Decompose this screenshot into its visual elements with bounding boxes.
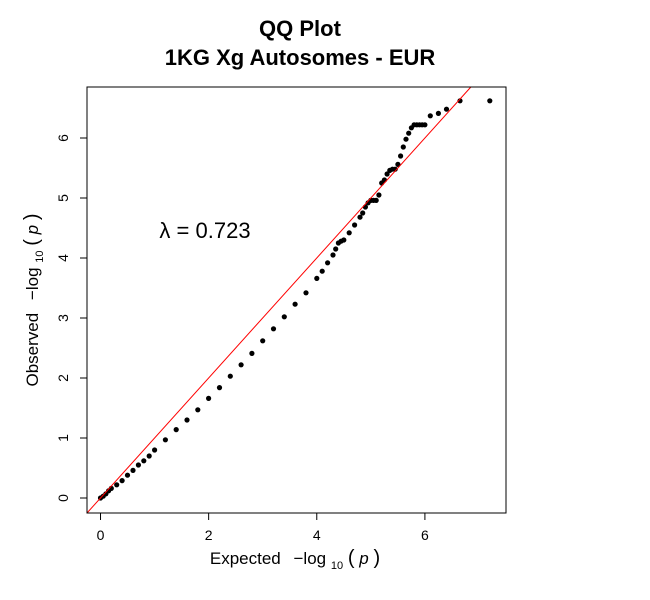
data-point (357, 214, 363, 220)
x-tick-label: 2 (205, 527, 213, 543)
data-point (114, 482, 120, 488)
y-tick-label: 6 (55, 134, 71, 142)
y-tick-label: 4 (55, 254, 71, 262)
data-points (97, 98, 493, 501)
reference-line (86, 86, 472, 514)
x-axis-label: Expected −log 10 ( p ) (210, 547, 380, 573)
data-point (195, 407, 201, 413)
y-axis-label-prefix: Observed (23, 313, 42, 387)
x-axis-label-sub: 10 (331, 560, 343, 572)
y-tick-label: 5 (55, 194, 71, 202)
data-point (206, 395, 212, 401)
x-tick-label: 4 (313, 527, 321, 543)
data-point (457, 98, 463, 104)
y-axis-label: Observed −log 10 ( p ) (21, 213, 47, 386)
data-point (119, 478, 125, 484)
chart-subtitle: 1KG Xg Autosomes - EUR (165, 45, 436, 70)
data-point (333, 246, 339, 252)
chart-title: QQ Plot (259, 16, 342, 41)
x-axis: 0 2 4 6 (97, 512, 429, 543)
y-tick-label: 2 (55, 374, 71, 382)
y-axis-label-open-paren: ( (21, 239, 43, 246)
y-axis-label-sub: 10 (34, 250, 46, 262)
plot-frame (86, 86, 507, 514)
data-point (341, 237, 347, 243)
data-point (314, 275, 320, 281)
data-point (130, 467, 136, 473)
data-point (443, 106, 450, 112)
data-point (162, 437, 168, 443)
lambda-annotation: λ = 0.723 (159, 218, 250, 243)
y-tick-label: 0 (55, 494, 71, 502)
data-point (238, 362, 244, 368)
data-point (124, 472, 131, 478)
x-axis-label-close-paren: ) (373, 547, 380, 569)
x-axis-label-math: −log (294, 549, 327, 568)
data-point (406, 130, 412, 136)
x-axis-label-open-paren: ( (348, 547, 355, 569)
data-point (152, 447, 158, 453)
data-point (487, 98, 493, 104)
data-point (400, 144, 406, 150)
y-tick-label: 3 (55, 314, 71, 322)
data-point (352, 222, 358, 228)
data-point (346, 230, 352, 236)
data-point (376, 192, 382, 198)
data-point (146, 453, 152, 459)
data-point (281, 314, 287, 320)
x-tick-label: 0 (97, 527, 105, 543)
data-point (360, 210, 366, 216)
data-point (270, 326, 277, 332)
data-point (373, 197, 379, 203)
y-axis-label-arg: p (23, 225, 42, 235)
data-point (135, 462, 141, 468)
y-axis-label-math: −log (23, 267, 42, 300)
data-point (381, 177, 387, 183)
data-point (249, 350, 255, 356)
data-point (141, 458, 147, 464)
data-point (319, 268, 325, 274)
data-point (330, 252, 336, 258)
data-point (384, 171, 390, 177)
y-axis: 0 1 2 3 4 5 6 (55, 134, 88, 502)
x-tick-label: 6 (421, 527, 429, 543)
data-point (173, 427, 179, 433)
x-axis-label-arg: p (358, 549, 368, 568)
data-point (435, 110, 441, 116)
data-point (403, 136, 409, 142)
data-point (216, 385, 223, 391)
data-point (398, 153, 404, 159)
data-point (325, 260, 331, 266)
data-point (227, 373, 233, 379)
data-point (260, 338, 266, 344)
data-point (303, 290, 309, 296)
data-point (292, 301, 298, 307)
y-tick-label: 1 (55, 434, 71, 442)
y-axis-label-close-paren: ) (21, 213, 43, 220)
data-point (422, 122, 428, 128)
data-point (427, 113, 433, 119)
data-point (392, 166, 398, 172)
data-point (395, 161, 401, 167)
x-axis-label-prefix: Expected (210, 549, 281, 568)
data-point (184, 417, 190, 423)
